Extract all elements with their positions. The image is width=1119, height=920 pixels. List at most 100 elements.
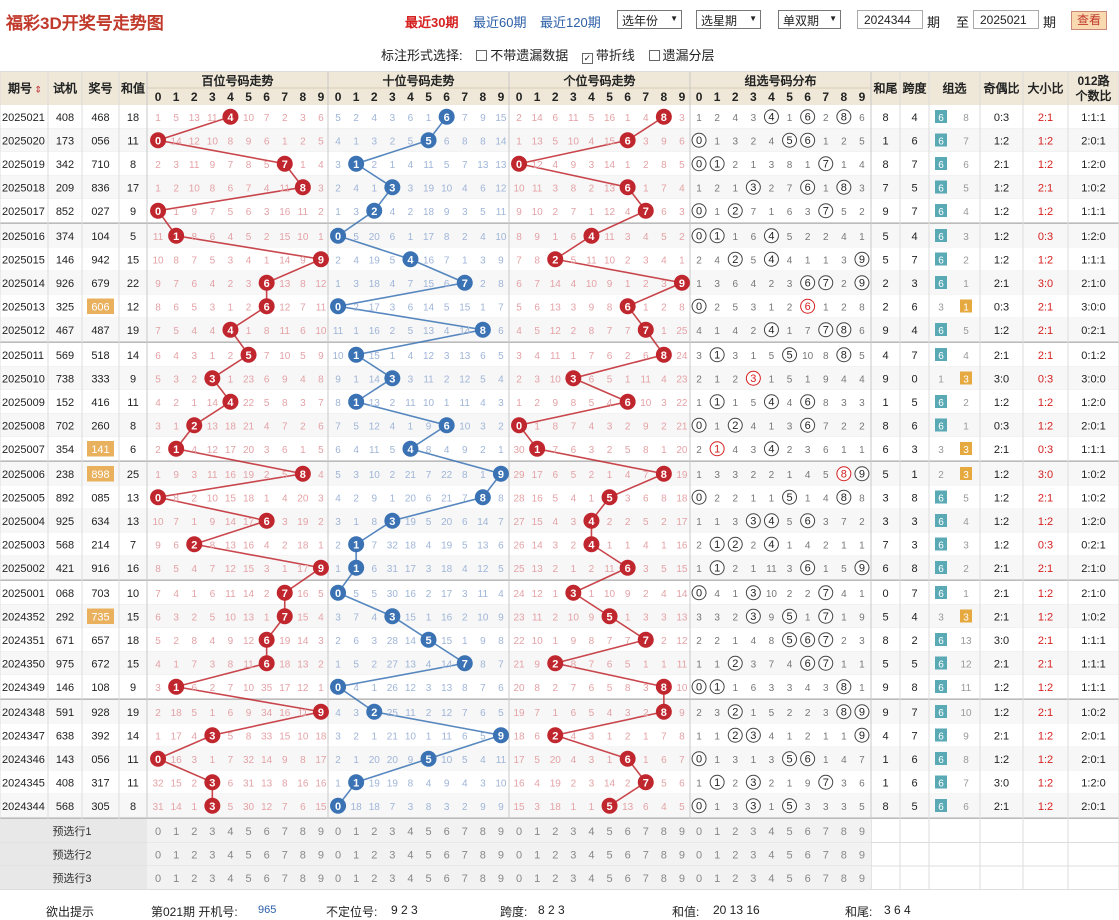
miss-value: 1 <box>335 564 341 575</box>
group-hit-circle <box>691 228 707 244</box>
issue-cell: 2025011 <box>2 350 44 362</box>
miss-value: 3 <box>841 255 847 266</box>
miss-value: 12 <box>207 445 219 456</box>
miss-value: 6 <box>426 493 432 504</box>
row-bg <box>0 199 1119 223</box>
preselect-digit: 7 <box>462 873 468 885</box>
miss-value: 3 <box>823 683 829 694</box>
preselect-digit: 0 <box>516 849 522 861</box>
miss-value: 9 <box>823 374 829 385</box>
miss-value: 4 <box>246 255 252 266</box>
miss-value: 5 <box>607 683 613 694</box>
checkbox-miss-layer[interactable] <box>648 50 660 61</box>
miss-value: 3 <box>318 183 324 194</box>
miss-value: 3 <box>714 470 720 481</box>
query-button[interactable]: 查看 <box>1071 11 1107 30</box>
miss-value: 3 <box>173 374 179 385</box>
group-hit-circle <box>691 132 707 148</box>
miss-value: 7 <box>661 183 667 194</box>
miss-value: 3 <box>300 398 306 409</box>
parity-select[interactable]: 单双期 <box>778 10 841 29</box>
span-cell: 4 <box>911 112 917 124</box>
miss-value: 7 <box>210 564 216 575</box>
sum-cell: 9 <box>130 206 136 218</box>
miss-value: 30 <box>513 445 525 456</box>
group-six-value: 6 <box>938 802 944 813</box>
route-012-ratio: 2:1:0 <box>1081 588 1105 600</box>
miss-value: 4 <box>607 398 613 409</box>
group-hit-circle <box>854 466 870 482</box>
header-digit-0-3: 3 <box>209 90 216 104</box>
miss-value: 5 <box>859 136 865 147</box>
preselect-digit: 9 <box>859 849 865 861</box>
miss-value: 7 <box>787 183 793 194</box>
issue-cell: 2025008 <box>2 420 45 432</box>
group-six-value: 6 <box>938 160 944 171</box>
checkbox-polyline[interactable]: ✓ <box>581 53 593 64</box>
draw-cell: 710 <box>91 159 109 171</box>
weekday-select[interactable]: 选星期 <box>696 10 761 29</box>
miss-value: 16 <box>532 493 544 504</box>
miss-value: 7 <box>318 398 324 409</box>
to-issue-input[interactable]: 2025021 <box>973 10 1039 29</box>
miss-value: 4 <box>335 136 341 147</box>
miss-value: 5 <box>751 255 757 266</box>
miss-value: 5 <box>191 708 197 719</box>
route-012-ratio: 1:1:1 <box>1081 444 1105 456</box>
sum-label: 和值: <box>672 905 700 919</box>
miss-value: 8 <box>228 136 234 147</box>
group-six-value: 6 <box>938 517 944 528</box>
group-hit-number: 2 <box>732 730 738 742</box>
from-issue-input[interactable]: 2024344 <box>857 10 923 29</box>
draw-cell: 928 <box>91 707 109 719</box>
miss-value: 15 <box>315 802 327 813</box>
miss-value: 3 <box>444 802 450 813</box>
period-unit-label-2: 期 <box>1043 15 1057 30</box>
miss-value: 1 <box>841 445 847 456</box>
hit-number: 2 <box>191 539 197 551</box>
hit-ball <box>150 132 167 149</box>
header-digit-0-9: 9 <box>318 90 325 104</box>
miss-value: 7 <box>462 113 468 124</box>
miss-value: 11 <box>550 351 561 362</box>
draw-cell: 317 <box>91 777 109 789</box>
odd-even-ratio: 2:1 <box>994 563 1009 575</box>
miss-value: 4 <box>625 207 631 218</box>
route-012-ratio: 3:0:0 <box>1081 301 1105 313</box>
miss-value: 1 <box>714 802 720 813</box>
miss-value: 1 <box>173 659 179 670</box>
miss-value: 1 <box>191 589 197 600</box>
miss-value: 3 <box>498 398 504 409</box>
miss-value: 1 <box>714 421 720 432</box>
range-link-120[interactable]: 最近120期 <box>540 15 601 30</box>
group-hit-circle <box>836 109 852 125</box>
miss-value: 1 <box>805 255 811 266</box>
range-link-30[interactable]: 最近30期 <box>405 15 459 30</box>
range-link-60[interactable]: 最近60期 <box>473 15 527 30</box>
miss-value: 4 <box>155 659 161 670</box>
miss-value: 16 <box>676 540 688 551</box>
sum-value: 20 13 16 <box>713 903 760 917</box>
miss-value: 13 <box>532 564 544 575</box>
hit-number: 3 <box>209 801 215 813</box>
hit-ball <box>258 655 275 672</box>
miss-value: 15 <box>225 493 237 504</box>
hit-number: 7 <box>643 635 649 647</box>
hint-footer: 欲出提示 第021期 开机号: 965 不定位号: 9 2 3 跨度: 8 2 … <box>0 900 1119 920</box>
miss-value: 5 <box>661 564 667 575</box>
group-hit-circle <box>836 322 852 338</box>
hit-number: 6 <box>264 635 270 647</box>
preselect-digit: 1 <box>353 849 359 861</box>
preselect-digit: 8 <box>300 873 306 885</box>
miss-value: 3 <box>769 683 775 694</box>
row-bg <box>0 532 1119 556</box>
year-select[interactable]: 选年份 <box>617 10 682 29</box>
miss-value: 19 <box>279 636 291 647</box>
miss-value: 1 <box>155 113 161 124</box>
miss-value: 3 <box>480 255 486 266</box>
miss-value: 4 <box>823 493 829 504</box>
checkbox-no-miss[interactable] <box>476 50 488 61</box>
header-digit-2-6: 6 <box>624 90 631 104</box>
hit-number: 3 <box>389 373 395 385</box>
miss-value: 25 <box>387 708 399 719</box>
